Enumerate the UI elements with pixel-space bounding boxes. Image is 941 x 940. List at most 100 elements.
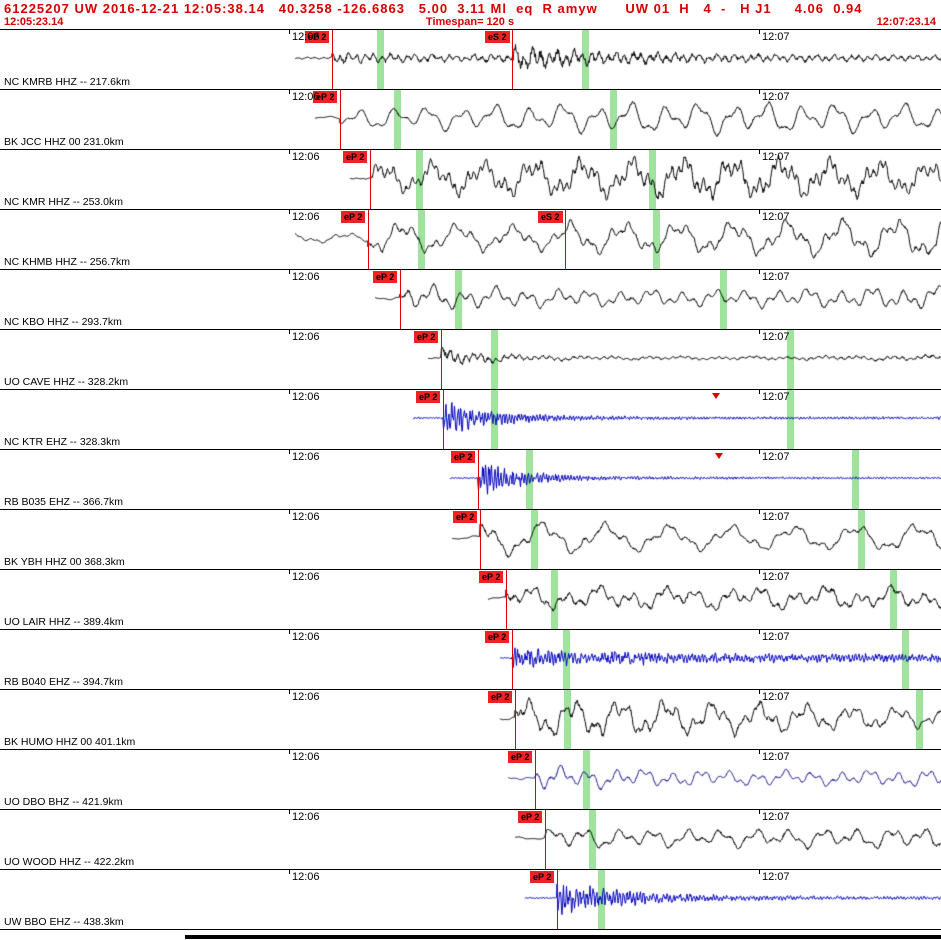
waveform-canvas[interactable]	[0, 270, 941, 329]
trace-panel: 12:06 12:07 eP 2 NC KBO HHZ -- 293.7km	[0, 270, 941, 330]
trace-panel: 12:06 12:07 eP 2 eS 2 NC KHMB HHZ -- 256.7km	[0, 210, 941, 270]
pick-line[interactable]	[340, 90, 341, 149]
minute-tick	[759, 210, 760, 214]
waveform-canvas[interactable]	[0, 810, 941, 869]
pick-flag[interactable]: eS 2	[538, 211, 563, 223]
pick-line[interactable]	[535, 750, 536, 809]
pick-line[interactable]	[512, 630, 513, 689]
minute-tick	[759, 750, 760, 754]
pick-flag[interactable]: eP 2	[488, 691, 513, 703]
minute-label: 12:07	[762, 871, 790, 883]
station-label: NC KHMB HHZ -- 256.7km	[4, 256, 131, 268]
trace-panel: 12:06 12:07 eP 2 UO DBO BHZ -- 421.9km	[0, 750, 941, 810]
pick-flag[interactable]: eP 2	[451, 451, 476, 463]
minute-label: 12:07	[762, 811, 790, 823]
minute-tick	[289, 810, 290, 814]
minute-label: 12:07	[762, 691, 790, 703]
waveform-canvas[interactable]	[0, 150, 941, 209]
pick-flag[interactable]: eP 2	[453, 511, 478, 523]
minute-tick	[289, 210, 290, 214]
waveform-canvas[interactable]	[0, 690, 941, 749]
minute-label: 12:07	[762, 751, 790, 763]
station-label: RB B035 EHZ -- 366.7km	[4, 496, 124, 508]
trace-panel: 12:06 12:07 eP 2 BK JCC HHZ 00 231.0km	[0, 90, 941, 150]
minute-label: 12:07	[762, 211, 790, 223]
event-summary-line: 61225207 UW 2016-12-21 12:05:38.14 40.32…	[4, 1, 863, 16]
minute-label: 12:06	[292, 451, 320, 463]
waveform-canvas[interactable]	[0, 750, 941, 809]
pick-flag[interactable]: eP 2	[313, 91, 338, 103]
pick-flag[interactable]: eP 2	[373, 271, 398, 283]
pick-flag[interactable]: eP 2	[416, 391, 441, 403]
pick-flag[interactable]: eP 2	[343, 151, 368, 163]
pick-line[interactable]	[370, 150, 371, 209]
station-label: RB B040 EHZ -- 394.7km	[4, 676, 124, 688]
station-label: UO LAIR HHZ -- 389.4km	[4, 616, 124, 628]
minute-tick	[759, 270, 760, 274]
waveform-canvas[interactable]	[0, 390, 941, 449]
pick-line[interactable]	[368, 210, 369, 269]
pick-line[interactable]	[512, 30, 513, 89]
pick-flag[interactable]: eS 2	[485, 31, 510, 43]
waveform-canvas[interactable]	[0, 210, 941, 269]
trace-panel: 12:06 12:07 eP 2 UO WOOD HHZ -- 422.2km	[0, 810, 941, 870]
minute-tick	[759, 30, 760, 34]
waveform-canvas[interactable]	[0, 570, 941, 629]
pick-line[interactable]	[545, 810, 546, 869]
pick-flag[interactable]: eP 2	[508, 751, 533, 763]
pick-flag[interactable]: eP 2	[530, 871, 555, 883]
pick-line[interactable]	[443, 390, 444, 449]
pick-flag[interactable]: eP 2	[485, 631, 510, 643]
minute-tick	[759, 510, 760, 514]
trace-panel: 12:06 12:07 eP 2 eS 2 NC KMRB HHZ -- 217.6km	[0, 30, 941, 90]
pick-flag[interactable]: eP 2	[518, 811, 543, 823]
bottom-scrollbar[interactable]	[185, 935, 941, 939]
header: 61225207 UW 2016-12-21 12:05:38.14 40.32…	[0, 0, 941, 29]
minute-tick	[289, 870, 290, 874]
waveform-canvas[interactable]	[0, 30, 941, 89]
minute-tick	[759, 810, 760, 814]
pick-flag[interactable]: eP 2	[305, 31, 330, 43]
station-label: UO WOOD HHZ -- 422.2km	[4, 856, 135, 868]
pick-line[interactable]	[400, 270, 401, 329]
minute-label: 12:06	[292, 151, 320, 163]
pick-line[interactable]	[515, 690, 516, 749]
waveform-canvas[interactable]	[0, 870, 941, 929]
minute-tick	[289, 330, 290, 334]
station-label: NC KMRB HHZ -- 217.6km	[4, 76, 131, 88]
minute-label: 12:07	[762, 31, 790, 43]
pick-line[interactable]	[480, 510, 481, 569]
minute-label: 12:07	[762, 511, 790, 523]
waveform-canvas[interactable]	[0, 330, 941, 389]
minute-label: 12:06	[292, 691, 320, 703]
window-start-time: 12:05:23.14	[4, 16, 64, 28]
pick-line[interactable]	[441, 330, 442, 389]
pick-line[interactable]	[506, 570, 507, 629]
pick-flag[interactable]: eP 2	[341, 211, 366, 223]
trace-panel: 12:06 12:07 eP 2 BK YBH HHZ 00 368.3km	[0, 510, 941, 570]
station-label: UO CAVE HHZ -- 328.2km	[4, 376, 129, 388]
waveform-canvas[interactable]	[0, 90, 941, 149]
minute-tick	[759, 450, 760, 454]
minute-tick	[759, 150, 760, 154]
waveform-canvas[interactable]	[0, 630, 941, 689]
minute-label: 12:06	[292, 871, 320, 883]
minute-tick	[289, 750, 290, 754]
minute-label: 12:07	[762, 451, 790, 463]
pick-line[interactable]	[332, 30, 333, 89]
trace-panel: 12:06 12:07 eP 2 UW BBO EHZ -- 438.3km	[0, 870, 941, 930]
minute-tick	[759, 390, 760, 394]
marker-triangle-icon	[712, 393, 720, 399]
pick-line[interactable]	[478, 450, 479, 509]
pick-flag[interactable]: eP 2	[479, 571, 504, 583]
trace-panel-stack: 12:06 12:07 eP 2 eS 2 NC KMRB HHZ -- 217.6km…	[0, 29, 941, 930]
pick-line[interactable]	[565, 210, 566, 269]
minute-label: 12:06	[292, 811, 320, 823]
minute-label: 12:06	[292, 511, 320, 523]
pick-line[interactable]	[557, 870, 558, 929]
minute-tick	[289, 150, 290, 154]
minute-tick	[759, 630, 760, 634]
timespan-label: Timespan= 120 s	[425, 16, 515, 28]
pick-flag[interactable]: eP 2	[414, 331, 439, 343]
minute-label: 12:07	[762, 391, 790, 403]
